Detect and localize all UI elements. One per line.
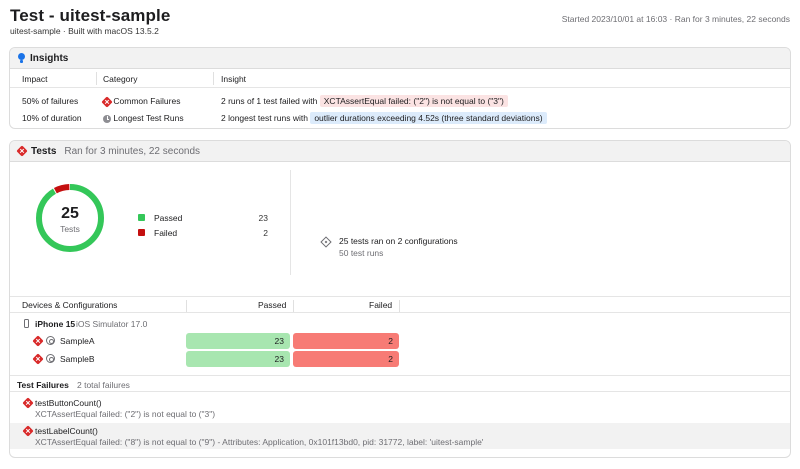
total-tests-label: Tests — [60, 224, 80, 234]
insight-impact: 10% of duration — [22, 113, 82, 123]
page-header: Test - uitest-sample uitest-sample · Bui… — [10, 6, 790, 40]
failures-count: 2 total failures — [77, 380, 130, 390]
insight-tag[interactable]: XCTAssertEqual failed: ("2") is not equa… — [319, 95, 508, 107]
device-os: iOS Simulator 17.0 — [76, 319, 148, 329]
failure-test-name: testLabelCount() — [35, 426, 98, 436]
insight-category-label: Common Failures — [113, 96, 181, 106]
tests-title: Tests — [31, 145, 57, 157]
column-divider — [213, 72, 214, 85]
insight-category-label: Longest Test Runs — [113, 113, 184, 123]
test-failure-item[interactable]: testLabelCount() XCTAssertEqual failed: … — [10, 423, 790, 449]
test-failures-header: Test Failures 2 total failures — [10, 375, 790, 392]
configuration-icon — [46, 336, 55, 345]
test-summary: 25 Tests Passed 23 Failed 2 25 tests ran… — [10, 162, 790, 297]
failure-test-name: testButtonCount() — [35, 398, 102, 408]
insight-description: 2 runs of 1 test failed with — [221, 96, 318, 106]
failed-bar[interactable]: 2 — [293, 333, 399, 349]
column-divider — [96, 72, 97, 85]
column-devices[interactable]: Devices & Configurations — [22, 300, 118, 310]
column-divider — [399, 300, 400, 312]
column-divider — [293, 300, 294, 312]
legend-failed: Failed 2 — [138, 227, 268, 241]
fail-icon — [16, 145, 28, 157]
insight-category: Longest Test Runs — [103, 113, 184, 123]
insight-row[interactable]: 50% of failures Common Failures 2 runs o… — [10, 93, 790, 109]
failed-bar[interactable]: 2 — [293, 351, 399, 367]
fail-icon — [22, 425, 34, 437]
insights-header[interactable]: Insights — [10, 48, 790, 69]
tests-panel: Tests Ran for 3 minutes, 22 seconds 25 T… — [9, 140, 791, 458]
page-subtitle: uitest-sample · Built with macOS 13.5.2 — [10, 26, 159, 36]
configurations-icon — [320, 236, 332, 248]
failure-message: XCTAssertEqual failed: ("2") is not equa… — [35, 409, 216, 419]
column-failed[interactable]: Failed — [369, 300, 393, 310]
fail-icon — [22, 397, 34, 409]
insights-title: Insights — [30, 52, 69, 64]
tests-subtitle: Ran for 3 minutes, 22 seconds — [64, 145, 201, 157]
passed-bar[interactable]: 23 — [186, 351, 290, 367]
column-category[interactable]: Category — [103, 74, 138, 84]
device-name: iPhone 15 — [35, 319, 76, 329]
device-row[interactable]: iPhone 15 iOS Simulator 17.0 — [10, 318, 790, 332]
column-impact[interactable]: Impact — [22, 74, 48, 84]
test-failure-item[interactable]: testButtonCount() XCTAssertEqual failed:… — [10, 396, 790, 422]
insight-row[interactable]: 10% of duration Longest Test Runs 2 long… — [10, 110, 790, 126]
insights-panel: Insights Impact Category Insight 50% of … — [9, 47, 791, 129]
run-info: Started 2023/10/01 at 16:03 · Ran for 3 … — [561, 14, 790, 24]
insight-text: 2 longest test runs with outlier duratio… — [221, 112, 547, 124]
configuration-row[interactable]: SampleB 23 2 — [10, 351, 790, 367]
failures-title: Test Failures — [17, 380, 69, 390]
fail-icon — [32, 335, 44, 347]
fail-icon — [32, 353, 44, 365]
legend-value: 2 — [263, 228, 268, 238]
tests-header[interactable]: Tests Ran for 3 minutes, 22 seconds — [10, 141, 790, 162]
configuration-icon — [46, 354, 55, 363]
insight-description: 2 longest test runs with — [221, 113, 308, 123]
failure-message: XCTAssertEqual failed: ("8") is not equa… — [35, 437, 484, 447]
insight-category: Common Failures — [101, 96, 181, 108]
divider — [290, 170, 291, 275]
passed-swatch — [138, 214, 145, 221]
runs-summary: 25 tests ran on 2 configurations — [339, 236, 458, 246]
results-donut-chart — [36, 184, 104, 252]
insight-impact: 50% of failures — [22, 96, 79, 106]
legend-label: Passed — [154, 213, 183, 223]
legend-passed: Passed 23 — [138, 212, 268, 226]
lightbulb-icon — [18, 52, 25, 64]
legend-value: 23 — [258, 213, 268, 223]
insights-column-header: Impact Category Insight — [10, 69, 790, 88]
failed-swatch — [138, 229, 145, 236]
devices-column-header: Devices & Configurations Passed Failed — [10, 297, 790, 313]
insight-text: 2 runs of 1 test failed with XCTAssertEq… — [221, 95, 508, 107]
column-divider — [186, 300, 187, 312]
passed-bar[interactable]: 23 — [186, 333, 290, 349]
iphone-icon — [24, 319, 29, 328]
page-title: Test - uitest-sample — [10, 6, 171, 25]
clock-icon — [103, 114, 111, 123]
legend-label: Failed — [154, 228, 178, 238]
configuration-name: SampleA — [60, 336, 95, 346]
configuration-row[interactable]: SampleA 23 2 — [10, 333, 790, 349]
configuration-name: SampleB — [60, 354, 95, 364]
total-tests-count: 25 — [61, 205, 79, 222]
fail-icon — [101, 96, 113, 108]
insight-tag[interactable]: outlier durations exceeding 4.52s (three… — [310, 112, 547, 124]
column-passed[interactable]: Passed — [258, 300, 287, 310]
column-insight[interactable]: Insight — [221, 74, 247, 84]
runs-count: 50 test runs — [339, 248, 384, 258]
